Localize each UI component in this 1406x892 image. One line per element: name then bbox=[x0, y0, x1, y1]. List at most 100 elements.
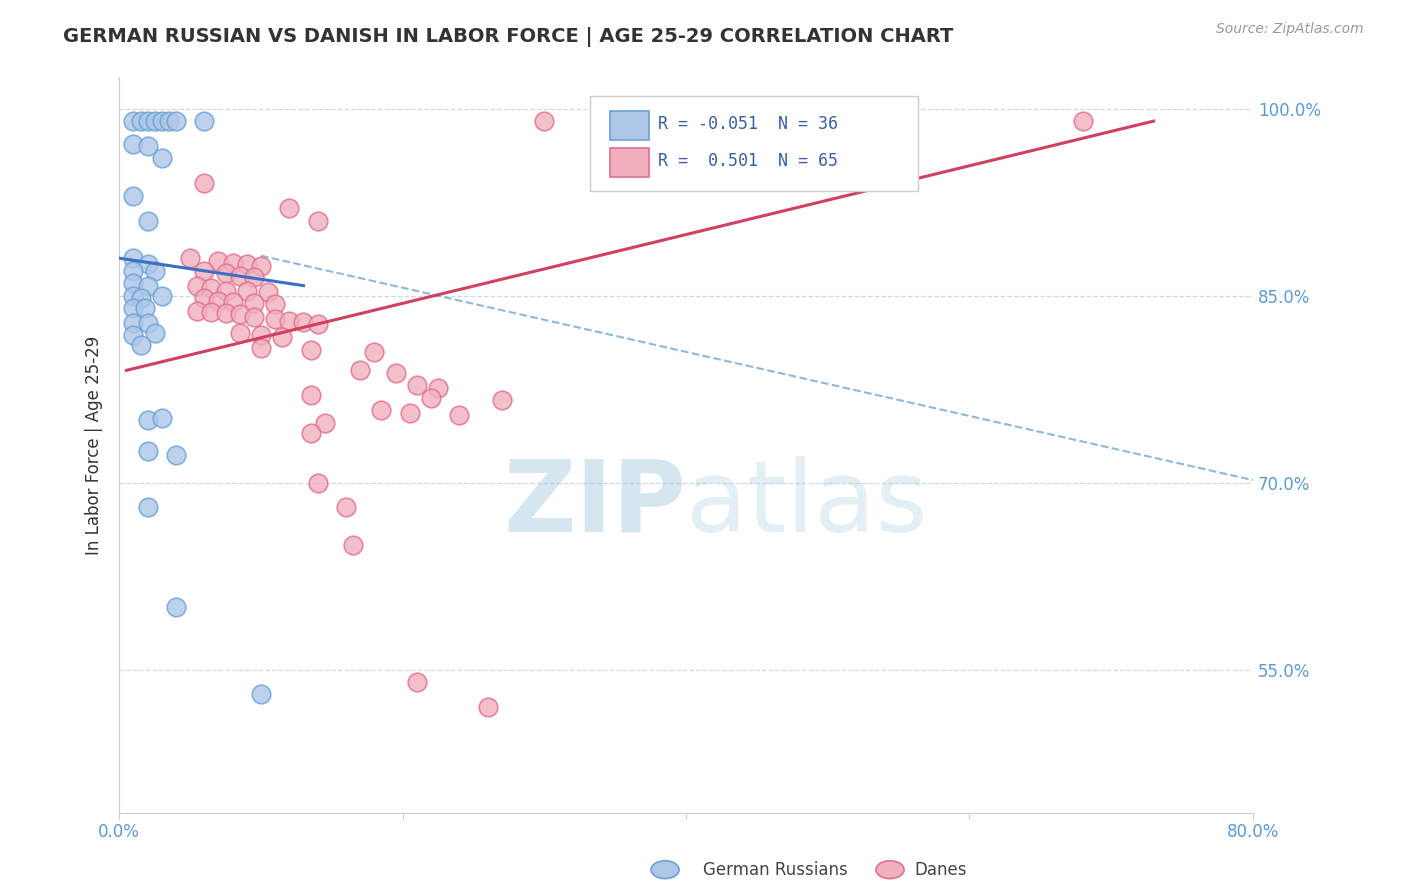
Point bbox=[299, 388, 322, 402]
Point bbox=[207, 293, 229, 308]
Point bbox=[257, 285, 280, 299]
Point bbox=[292, 315, 315, 329]
Point bbox=[278, 313, 301, 327]
Point bbox=[449, 409, 471, 423]
Point bbox=[236, 284, 259, 298]
Point bbox=[243, 296, 266, 310]
Point bbox=[228, 326, 250, 340]
Point bbox=[533, 114, 555, 128]
Point bbox=[335, 500, 357, 515]
Point bbox=[193, 114, 215, 128]
Point bbox=[143, 326, 166, 340]
Point bbox=[122, 251, 145, 265]
Point bbox=[405, 675, 427, 690]
Point bbox=[193, 263, 215, 277]
Point bbox=[228, 307, 250, 321]
Point bbox=[136, 139, 159, 153]
Point bbox=[243, 310, 266, 324]
Point bbox=[129, 291, 152, 305]
Point bbox=[605, 114, 627, 128]
Point bbox=[179, 251, 201, 265]
Point bbox=[186, 303, 208, 318]
Point bbox=[136, 444, 159, 458]
Point bbox=[491, 393, 513, 408]
FancyBboxPatch shape bbox=[610, 148, 648, 177]
Point bbox=[689, 114, 711, 128]
Point bbox=[398, 406, 420, 420]
Point bbox=[122, 316, 145, 330]
Point bbox=[136, 413, 159, 427]
Point bbox=[236, 257, 259, 271]
Point bbox=[122, 189, 145, 203]
Point bbox=[299, 343, 322, 358]
Point bbox=[129, 114, 152, 128]
Point bbox=[143, 114, 166, 128]
Point bbox=[278, 202, 301, 216]
Point bbox=[420, 391, 443, 405]
FancyBboxPatch shape bbox=[589, 95, 918, 192]
Point bbox=[122, 276, 145, 290]
Text: R = -0.051  N = 36: R = -0.051 N = 36 bbox=[658, 115, 838, 133]
Point bbox=[136, 278, 159, 293]
Point bbox=[136, 114, 159, 128]
Point bbox=[221, 294, 243, 309]
Point bbox=[214, 284, 236, 298]
Text: Source: ZipAtlas.com: Source: ZipAtlas.com bbox=[1216, 22, 1364, 37]
Point bbox=[427, 381, 450, 395]
Point bbox=[299, 425, 322, 440]
Point bbox=[271, 329, 294, 343]
Point bbox=[384, 366, 406, 380]
Point bbox=[122, 136, 145, 151]
Point bbox=[165, 114, 187, 128]
Text: German Russians: German Russians bbox=[703, 861, 848, 879]
Point bbox=[250, 259, 273, 273]
Point bbox=[307, 475, 329, 490]
FancyBboxPatch shape bbox=[610, 112, 648, 140]
Point bbox=[157, 114, 180, 128]
Point bbox=[129, 338, 152, 352]
Point bbox=[228, 268, 250, 283]
Point bbox=[264, 312, 287, 326]
Point bbox=[122, 301, 145, 315]
Point bbox=[221, 256, 243, 270]
Text: ZIP: ZIP bbox=[503, 456, 686, 552]
Point bbox=[363, 344, 385, 359]
Point bbox=[214, 266, 236, 280]
Text: GERMAN RUSSIAN VS DANISH IN LABOR FORCE | AGE 25-29 CORRELATION CHART: GERMAN RUSSIAN VS DANISH IN LABOR FORCE … bbox=[63, 27, 953, 46]
Point bbox=[136, 257, 159, 271]
Point bbox=[150, 152, 173, 166]
Point bbox=[165, 600, 187, 615]
Point bbox=[264, 297, 287, 311]
Point bbox=[136, 500, 159, 515]
Point bbox=[243, 269, 266, 284]
Point bbox=[136, 214, 159, 228]
Point bbox=[207, 253, 229, 268]
Text: R =  0.501  N = 65: R = 0.501 N = 65 bbox=[658, 152, 838, 169]
Y-axis label: In Labor Force | Age 25-29: In Labor Force | Age 25-29 bbox=[86, 335, 103, 555]
Point bbox=[349, 363, 371, 377]
Point bbox=[307, 318, 329, 332]
Point bbox=[193, 291, 215, 305]
Point bbox=[200, 281, 222, 295]
Point bbox=[647, 114, 669, 128]
Point bbox=[250, 341, 273, 355]
Point bbox=[134, 301, 156, 315]
Point bbox=[150, 114, 173, 128]
Point bbox=[193, 177, 215, 191]
Point bbox=[342, 538, 364, 552]
Point bbox=[150, 288, 173, 302]
Point bbox=[122, 288, 145, 302]
Point bbox=[122, 328, 145, 343]
Point bbox=[136, 316, 159, 330]
Point bbox=[307, 214, 329, 228]
Point bbox=[143, 263, 166, 277]
Point bbox=[250, 688, 273, 702]
Point bbox=[214, 306, 236, 320]
Point bbox=[477, 700, 499, 714]
Text: atlas: atlas bbox=[686, 456, 928, 552]
Point bbox=[370, 403, 392, 417]
Point bbox=[165, 448, 187, 462]
Point bbox=[314, 416, 336, 430]
Point bbox=[122, 114, 145, 128]
Point bbox=[122, 263, 145, 277]
